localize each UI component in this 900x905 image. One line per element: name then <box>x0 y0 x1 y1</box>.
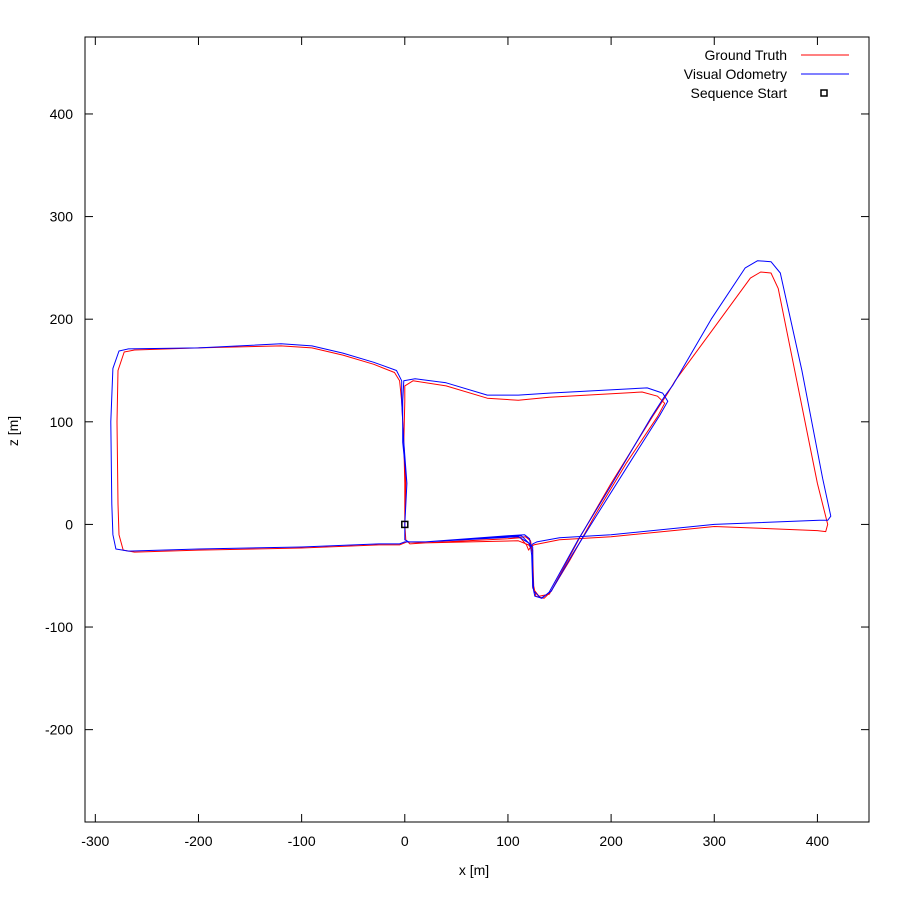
legend: Ground Truth Visual Odometry Sequence Star… <box>684 47 849 101</box>
y-tick-label: 400 <box>50 106 74 122</box>
legend-label: Visual Odometry <box>684 66 787 82</box>
x-axis-label: x [m] <box>459 862 489 878</box>
sequence-start-marker <box>401 520 409 529</box>
series-line-visual-odometry <box>110 260 832 599</box>
plot-frame <box>84 36 870 823</box>
legend-label: Ground Truth <box>705 47 788 63</box>
legend-label: Sequence Start <box>690 85 787 101</box>
x-tick-label: 300 <box>703 833 727 849</box>
x-tick-label: -300 <box>81 833 109 849</box>
y-tick-label: -100 <box>45 619 73 635</box>
plot-area <box>84 36 870 823</box>
x-tick-label: 100 <box>496 833 520 849</box>
tick-labels: -300 -200 -100 0 100 200 300 400 -200 -100 0 100 200… <box>45 106 829 849</box>
x-tick-label: 0 <box>401 833 409 849</box>
legend-swatch-marker <box>820 89 828 97</box>
x-tick-label: 400 <box>806 833 830 849</box>
series-layer <box>110 260 832 599</box>
axis-ticks <box>85 37 869 822</box>
y-tick-label: 100 <box>50 414 74 430</box>
y-tick-label: 0 <box>65 516 73 532</box>
y-axis-label: z [m] <box>5 416 21 446</box>
x-tick-label: -200 <box>184 833 212 849</box>
x-tick-label: -100 <box>288 833 316 849</box>
y-tick-label: 200 <box>50 311 74 327</box>
series-line-ground-truth <box>116 271 829 599</box>
y-tick-label: 300 <box>50 209 74 225</box>
x-tick-label: 200 <box>599 833 623 849</box>
y-tick-label: -200 <box>45 722 73 738</box>
